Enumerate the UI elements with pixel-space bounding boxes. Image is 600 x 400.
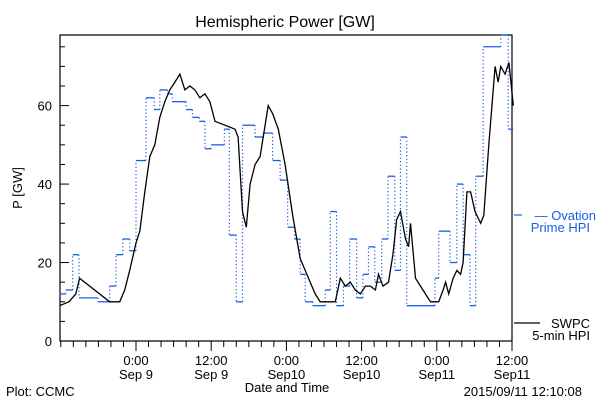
y-tick-label: 20 [38,256,52,271]
x-tick-label-time: 0:00 [274,353,299,368]
footer-timestamp: 2015/09/11 12:10:08 [464,384,582,399]
legend-ovation-label-2: Prime HPI [531,220,590,235]
y-axis-label: P [GW] [10,167,25,209]
legend-swpc-label-2: 5-min HPI [532,328,590,343]
chart-title: Hemispheric Power [GW] [195,14,375,31]
footer-plot-credit: Plot: CCMC [6,384,75,399]
x-tick-label-date: Sep 9 [119,367,153,382]
swpc-line [59,62,514,307]
y-tick-label: 0 [45,334,52,349]
x-tick-label-date: Sep11 [494,367,531,382]
x-tick-label-time: 0:00 [123,353,148,368]
x-tick-label-date: Sep11 [418,367,455,382]
legend-ovation-label-1: — Ovation [535,208,596,223]
x-tick-label-date: Sep 9 [194,367,228,382]
legend-swpc-label-1: SWPC [551,316,590,331]
y-tick-label: 40 [38,177,52,192]
plot-frame [59,34,513,342]
x-tick-label-date: Sep10 [268,367,306,382]
x-tick-label-time: 12:00 [195,353,228,368]
x-tick-label-time: 0:00 [424,353,449,368]
x-tick-label-time: 12:00 [496,353,529,368]
x-tick-label-time: 12:00 [345,353,378,368]
x-axis-label: Date and Time [245,380,330,395]
x-tick-label-date: Sep10 [343,367,381,382]
y-tick-label: 60 [38,99,52,114]
